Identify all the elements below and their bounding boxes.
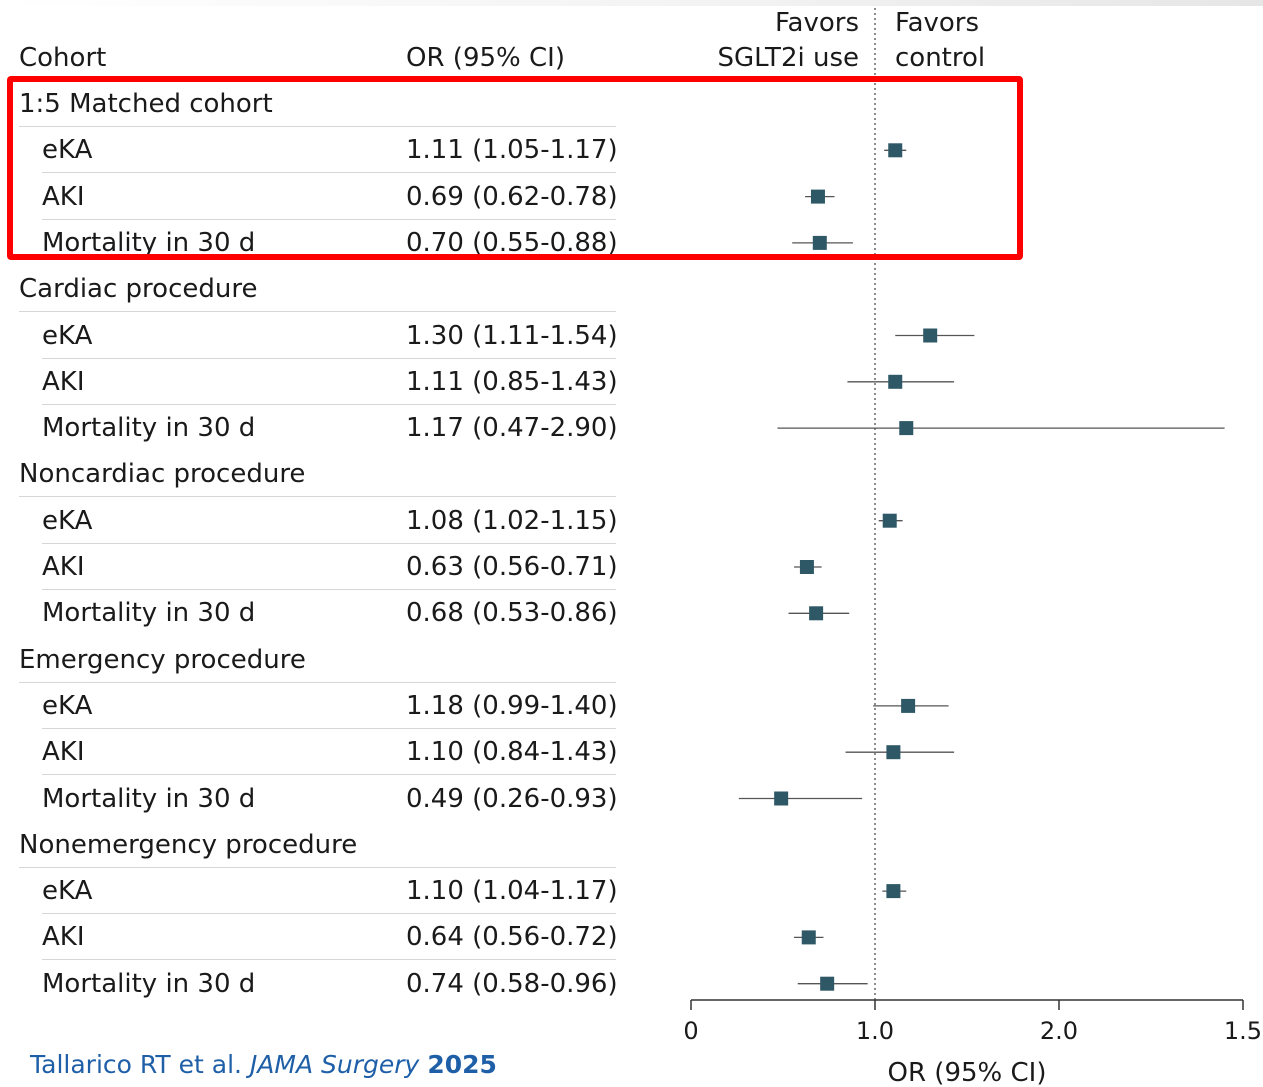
outcome-label: eKA — [42, 690, 93, 721]
or-marker — [886, 745, 901, 760]
or-marker — [809, 606, 824, 621]
or-marker — [886, 884, 901, 899]
row-divider — [19, 681, 616, 683]
row-divider — [42, 403, 616, 405]
or-ci-value: 1.10 (0.84-1.43) — [406, 737, 618, 768]
or-marker — [820, 976, 835, 991]
or-ci-value: 1.30 (1.11-1.54) — [406, 320, 618, 351]
group-label: Emergency procedure — [19, 644, 306, 675]
or-ci-value: 1.18 (0.99-1.40) — [406, 690, 618, 721]
or-ci-value: 0.69 (0.62-0.78) — [406, 181, 618, 212]
row-divider — [42, 542, 616, 544]
outcome-label: eKA — [42, 505, 93, 536]
or-ci-value: 0.64 (0.56-0.72) — [406, 922, 618, 953]
citation-year: 2025 — [427, 1050, 497, 1079]
or-ci-value: 0.63 (0.56-0.71) — [406, 552, 618, 582]
group-label: Noncardiac procedure — [19, 459, 306, 490]
citation-authors: Tallarico RT et al. — [30, 1050, 250, 1079]
favors-control-line-1: Favors — [895, 8, 980, 38]
favors-control-line-2: control — [895, 43, 986, 73]
favors-sglt2i-label: Favors SGLT2i use — [718, 8, 860, 78]
outcome-label: Mortality in 30 d — [42, 968, 256, 999]
row-divider — [19, 496, 616, 498]
or-ci-value: 1.11 (0.85-1.43) — [406, 366, 618, 397]
group-label: Cardiac procedure — [19, 274, 258, 305]
or-marker — [774, 791, 789, 806]
or-marker — [899, 421, 914, 436]
row-divider — [42, 727, 616, 729]
citation: Tallarico RT et al. JAMA Surgery 2025 — [30, 1050, 497, 1080]
row-divider — [19, 311, 616, 313]
outcome-label: Mortality in 30 d — [42, 783, 256, 814]
cohort-column-header: Cohort — [19, 43, 107, 73]
favors-sglt2i-line-2: SGLT2i use — [717, 43, 860, 73]
outcome-label: AKI — [42, 552, 85, 582]
outcome-label: eKA — [42, 135, 93, 166]
or-ci-value: 1.10 (1.04-1.17) — [406, 876, 618, 907]
or-marker — [882, 513, 897, 528]
row-divider — [42, 959, 616, 961]
x-tick-label: 0 — [683, 1017, 698, 1045]
outcome-label: eKA — [42, 320, 93, 351]
outcome-label: AKI — [42, 366, 85, 397]
top-shadow-bar — [0, 0, 1263, 6]
row-divider — [19, 126, 616, 127]
favors-control-label: Favors control — [895, 8, 985, 78]
or-ci-value: 1.11 (1.05-1.17) — [406, 135, 618, 166]
outcome-label: Mortality in 30 d — [42, 227, 256, 258]
or-ci-value: 0.68 (0.53-0.86) — [406, 598, 618, 629]
or-column-header: OR (95% CI) — [406, 43, 565, 73]
outcome-label: AKI — [42, 737, 85, 768]
or-marker — [901, 698, 916, 713]
or-marker — [812, 235, 827, 250]
or-marker — [923, 328, 938, 343]
x-axis-label: OR (95% CI) — [888, 1058, 1047, 1087]
group-label: 1:5 Matched cohort — [19, 89, 273, 119]
highlight-box — [7, 76, 1023, 260]
or-marker — [799, 560, 814, 574]
x-tick-label: 1.0 — [856, 1017, 894, 1045]
or-ci-value: 0.70 (0.55-0.88) — [406, 227, 618, 258]
row-divider — [42, 357, 616, 359]
favors-sglt2i-line-1: Favors — [774, 8, 859, 38]
row-divider — [42, 913, 616, 915]
or-ci-value: 0.74 (0.58-0.96) — [406, 968, 618, 999]
or-ci-value: 1.17 (0.47-2.90) — [406, 413, 618, 444]
x-tick-label: 1.5 — [1224, 1017, 1262, 1045]
citation-journal: JAMA Surgery — [249, 1050, 420, 1079]
outcome-label: AKI — [42, 181, 85, 212]
or-marker — [810, 189, 825, 204]
row-divider — [42, 589, 616, 590]
row-divider — [42, 774, 616, 776]
or-marker — [888, 374, 903, 389]
outcome-label: Mortality in 30 d — [42, 413, 256, 444]
row-divider — [19, 866, 616, 868]
group-label: Nonemergency procedure — [19, 829, 358, 860]
row-divider — [42, 218, 616, 220]
or-ci-value: 1.08 (1.02-1.15) — [406, 505, 618, 536]
x-tick-label: 2.0 — [1040, 1017, 1078, 1045]
outcome-label: Mortality in 30 d — [42, 598, 256, 629]
or-marker — [888, 143, 903, 158]
outcome-label: AKI — [42, 922, 85, 953]
or-ci-value: 0.49 (0.26-0.93) — [406, 783, 618, 814]
outcome-label: eKA — [42, 876, 93, 907]
or-marker — [801, 930, 816, 945]
row-divider — [42, 172, 616, 174]
